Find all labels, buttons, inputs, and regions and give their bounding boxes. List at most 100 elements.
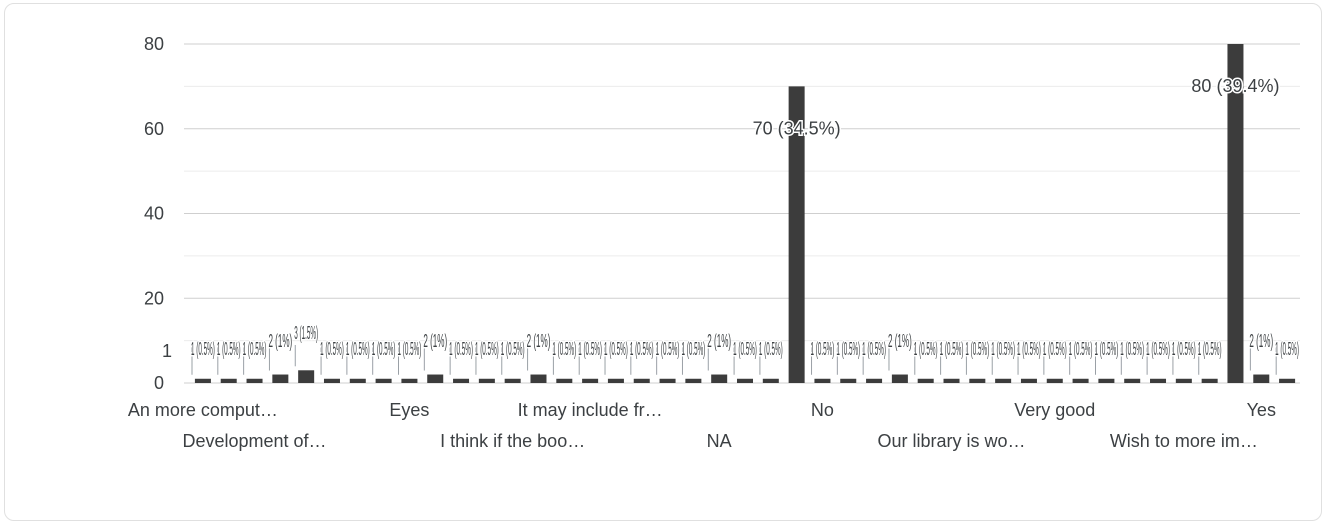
data-label: 1 (0.5%)	[991, 339, 1015, 359]
x-tick-label: An more comput…	[128, 400, 278, 420]
data-label: 1 (0.5%)	[217, 339, 241, 359]
bar	[762, 378, 779, 383]
bar	[220, 378, 237, 383]
grid-lines	[184, 43, 1300, 384]
data-label: 1 (0.5%)	[346, 339, 370, 359]
y-tick-label: 40	[144, 204, 164, 224]
data-label: 1 (0.5%)	[475, 339, 499, 359]
bar	[427, 374, 444, 383]
y-tick-label: 60	[144, 119, 164, 139]
y-tick-label: 0	[154, 373, 164, 393]
bar	[1227, 44, 1244, 383]
data-label: 1 (0.5%)	[243, 339, 267, 359]
data-label: 1 (0.5%)	[681, 339, 705, 359]
x-tick-label: I think if the boo…	[440, 431, 585, 451]
x-tick-label: Yes	[1247, 400, 1276, 420]
bar	[866, 378, 883, 383]
bar	[891, 374, 908, 383]
x-tick-label: Very good	[1014, 400, 1095, 420]
bar	[349, 378, 366, 383]
bar	[1124, 378, 1141, 383]
data-label: 80 (39.4%)	[1191, 76, 1279, 96]
x-tick-label: It may include fr…	[518, 400, 663, 420]
data-label: 1 (0.5%)	[191, 339, 215, 359]
data-label: 1 (0.5%)	[1069, 339, 1093, 359]
data-label: 1 (0.5%)	[1043, 339, 1067, 359]
bar	[1046, 378, 1063, 383]
x-tick-label: Our library is wo…	[877, 431, 1025, 451]
data-label: 2 (1%)	[268, 331, 292, 351]
data-label: 1 (0.5%)	[1094, 339, 1118, 359]
data-label: 1 (0.5%)	[552, 339, 576, 359]
bar	[246, 378, 263, 383]
bar	[607, 378, 624, 383]
data-label: 1 (0.5%)	[1198, 339, 1222, 359]
chart-card	[4, 3, 1322, 521]
data-label: 1 (0.5%)	[372, 339, 396, 359]
bar	[478, 378, 495, 383]
bar	[736, 378, 754, 383]
data-label: 2 (1%)	[888, 331, 912, 351]
bar	[995, 378, 1012, 383]
bar	[582, 378, 599, 383]
bar	[1098, 378, 1115, 383]
bar	[298, 370, 315, 383]
data-labels: 1 (0.5%) 1 (0.5%) 1 (0.5%) 2 (1%) 3 (1.5%)1 …	[190, 75, 1301, 375]
data-label: 1 (0.5%)	[914, 339, 938, 359]
bar	[401, 378, 418, 383]
bar	[840, 378, 857, 383]
y-tick-label: 20	[144, 288, 164, 308]
bar	[1072, 378, 1089, 383]
x-tick-label: NA	[707, 431, 732, 451]
data-label: 1 (0.5%)	[398, 339, 422, 359]
bar	[1279, 378, 1296, 383]
bar	[685, 378, 702, 383]
bar	[659, 378, 676, 383]
data-label: 1 (0.5%)	[501, 339, 525, 359]
data-label: 70 (34.5%)	[753, 118, 841, 138]
data-label: 1 (0.5%)	[836, 339, 860, 359]
bar	[1175, 378, 1192, 383]
y-tick-label: 1	[162, 341, 172, 361]
bar	[788, 86, 805, 383]
x-axis-ticks: An more comput… Development of… Eyes I thin…	[128, 400, 1276, 451]
data-label: 1 (0.5%)	[965, 339, 989, 359]
bar	[194, 378, 211, 383]
data-label: 1 (0.5%)	[811, 339, 835, 359]
x-tick-label: Development of…	[182, 431, 326, 451]
data-label: 1 (0.5%)	[656, 339, 680, 359]
x-tick-label: Wish to more im…	[1110, 431, 1258, 451]
data-label: 1 (0.5%)	[630, 339, 654, 359]
data-label: 1 (0.5%)	[733, 339, 757, 359]
y-axis-ticks: 0 20 40 60 80 1	[144, 34, 172, 393]
bar	[917, 378, 934, 383]
data-label: 1 (0.5%)	[1146, 339, 1170, 359]
bar	[1020, 378, 1037, 383]
x-tick-label: No	[811, 400, 834, 420]
bar	[530, 374, 547, 383]
bar	[323, 378, 340, 383]
data-label: 1 (0.5%)	[940, 339, 964, 359]
y-tick-label: 80	[144, 34, 164, 54]
bar	[453, 378, 470, 383]
data-label: 1 (0.5%)	[604, 339, 628, 359]
data-label: 1 (0.5%)	[1172, 339, 1196, 359]
bars	[194, 44, 1296, 383]
data-label: 1 (0.5%)	[578, 339, 602, 359]
bar	[969, 378, 986, 383]
bar	[943, 378, 960, 383]
data-label: 2 (1%)	[1249, 331, 1273, 351]
data-label: 1 (0.5%)	[1275, 339, 1299, 359]
bar	[1201, 378, 1218, 383]
bar	[633, 378, 650, 383]
data-label: 1 (0.5%)	[1017, 339, 1041, 359]
data-label: 2 (1%)	[527, 331, 551, 351]
bar	[504, 378, 521, 383]
bar	[272, 374, 289, 383]
bar	[1253, 374, 1270, 383]
bar	[711, 374, 728, 383]
data-label: 1 (0.5%)	[449, 339, 473, 359]
bar	[556, 378, 573, 383]
data-label: 3 (1.5%)	[294, 323, 318, 343]
